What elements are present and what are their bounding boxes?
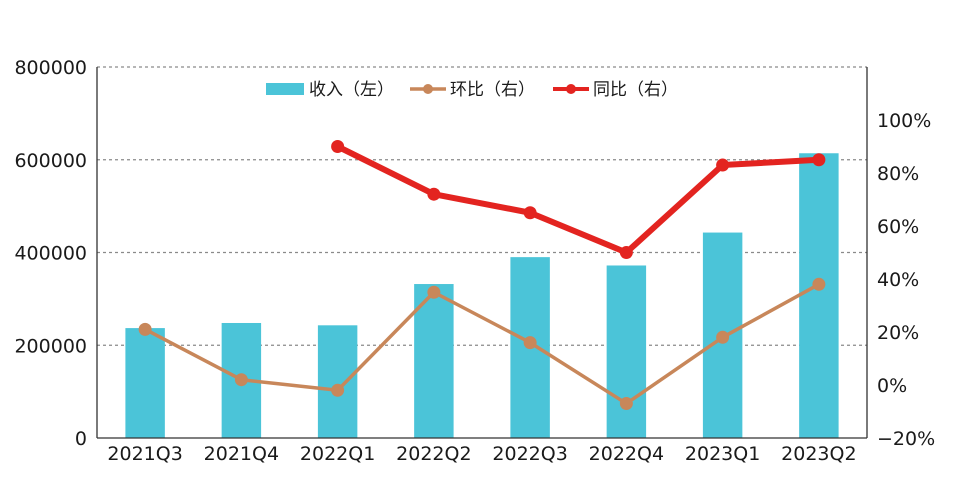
left-tick-label: 400000	[14, 243, 87, 265]
x-tick-label: 2022Q3	[492, 443, 567, 465]
legend-label-revenue: 收入（左）	[309, 80, 394, 100]
left-tick-label: 200000	[14, 335, 87, 357]
left-tick-label: 800000	[14, 57, 87, 79]
legend-marker-mom	[423, 84, 433, 94]
mom-point	[812, 277, 826, 291]
yoy-point	[716, 158, 730, 172]
bar-series	[125, 153, 839, 438]
revenue-bar	[414, 284, 454, 438]
mom-point	[427, 285, 441, 299]
revenue-bar	[606, 265, 647, 438]
right-tick-label: 40%	[877, 269, 919, 291]
right-tick-label: −20%	[877, 428, 935, 450]
yoy-point	[523, 206, 537, 220]
yoy-line	[336, 143, 820, 256]
right-tick-label: 0%	[877, 375, 907, 397]
x-tick-label: 2022Q4	[589, 443, 664, 465]
yoy-point	[331, 140, 345, 153]
yoy-point	[619, 246, 633, 259]
legend: 收入（左） 环比（右） 同比（右）	[266, 80, 678, 100]
mom-line	[144, 282, 820, 406]
revenue-bar	[317, 325, 358, 438]
x-tick-label: 2023Q1	[685, 443, 760, 465]
tick-labels: 0 200000 400000 600000 800000 −20% 0% 20% 40% 60%…	[14, 57, 935, 465]
right-tick-label: 60%	[877, 216, 919, 238]
x-tick-label: 2021Q3	[107, 443, 182, 465]
right-tick-label: 20%	[877, 322, 919, 344]
x-tick-label: 2021Q4	[204, 443, 279, 465]
left-tick-label: 0	[75, 428, 87, 450]
yoy-point	[427, 187, 441, 201]
legend-label-yoy: 同比（右）	[593, 80, 678, 100]
mom-point	[234, 373, 248, 387]
mom-point	[331, 383, 345, 397]
legend-label-mom: 环比（右）	[450, 80, 535, 100]
x-tick-label: 2022Q1	[300, 443, 375, 465]
mom-point	[619, 397, 633, 411]
x-tick-label: 2023Q2	[781, 443, 856, 465]
mom-point	[523, 336, 537, 350]
legend-swatch-revenue	[266, 83, 304, 95]
mom-point	[138, 322, 152, 336]
left-tick-label: 600000	[14, 150, 87, 172]
revenue-bar	[125, 328, 165, 438]
revenue-bar	[799, 153, 839, 438]
right-tick-label: 100%	[877, 110, 931, 132]
legend-marker-yoy	[566, 84, 576, 94]
axes	[96, 67, 868, 439]
right-tick-label: 80%	[877, 163, 919, 185]
yoy-point	[812, 153, 826, 167]
line-series	[138, 140, 826, 411]
x-tick-label: 2022Q2	[396, 443, 471, 465]
mom-point	[716, 330, 730, 344]
